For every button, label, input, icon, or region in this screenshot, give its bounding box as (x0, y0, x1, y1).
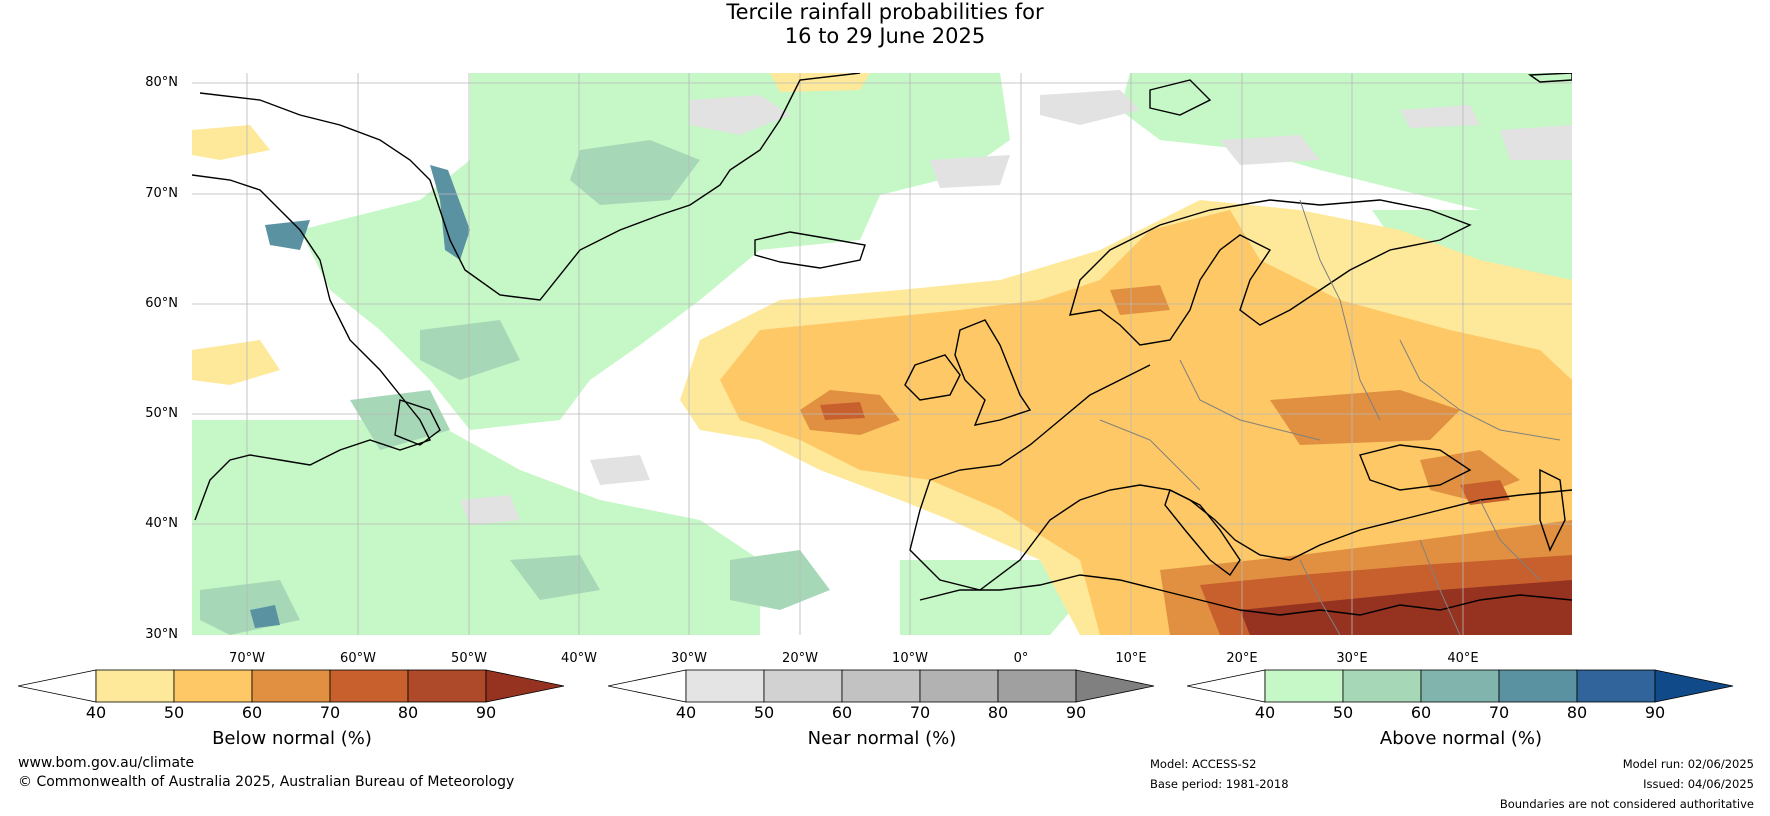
colorbar-above-normal-segment (1342, 669, 1422, 703)
colorbar-below-normal-segment (407, 669, 487, 703)
scandinavia-coast (1069, 199, 1472, 346)
colorbar-title-below-normal: Below normal (%) (212, 728, 372, 749)
colorbar-above-normal-segment (1576, 669, 1656, 703)
lon-label-30w: 30°W (671, 651, 707, 666)
black-sea-coast (1359, 444, 1472, 491)
north-africa-coast (919, 574, 1572, 616)
below-normal-80-regions (1240, 580, 1572, 635)
colorbar-below-normal-tick: 60 (241, 703, 263, 722)
colorbar-below-normal-upper-extension (485, 669, 565, 703)
colorbar-below-normal-tick: 40 (85, 703, 107, 722)
colorbar-near-normal-tick: 90 (1065, 703, 1087, 722)
footer-disclaimer: Boundaries are not considered authoritat… (1499, 797, 1754, 811)
title-line-1: Tercile rainfall probabilities for (726, 0, 1044, 24)
colorbar-near-normal-segment (919, 669, 999, 703)
lon-label-0: 0° (1013, 651, 1029, 666)
colorbar-above-normal (1187, 669, 1734, 703)
coastlines (192, 73, 1572, 616)
footer-model: Model: ACCESS-S2 (1150, 757, 1257, 771)
lon-label-30e: 30°E (1336, 651, 1368, 666)
lon-label-10e: 10°E (1115, 651, 1147, 666)
colorbar-above-normal-lower-extension (1187, 669, 1266, 703)
colorbar-below-normal-tick: 90 (475, 703, 497, 722)
lon-label-70w: 70°W (229, 651, 265, 666)
colorbar-near-normal-tick: 60 (831, 703, 853, 722)
country-borders (1099, 199, 1561, 635)
iceland-coast (754, 231, 866, 269)
colorbar-below-normal (18, 669, 565, 703)
colorbar-below-normal-segment (251, 669, 331, 703)
colorbar-above-normal-segment (1264, 669, 1344, 703)
colorbar-near-normal-tick: 80 (987, 703, 1009, 722)
colorbar-above-normal-tick: 90 (1644, 703, 1666, 722)
colorbar-near-normal (608, 669, 1155, 703)
lat-label-50n: 50°N (145, 406, 178, 421)
lon-label-40e: 40°E (1447, 651, 1479, 666)
colorbar-near-normal-segment (841, 669, 921, 703)
colorbar-above-normal-segment (1420, 669, 1500, 703)
greenland-coast (199, 73, 861, 301)
lat-label-30n: 30°N (145, 627, 178, 642)
newfoundland-coast (394, 399, 441, 446)
colorbar-near-normal-segment (685, 669, 765, 703)
lat-label-60n: 60°N (145, 296, 178, 311)
footer-base-period: Base period: 1981-2018 (1150, 777, 1289, 791)
colorbar-above-normal-upper-extension (1654, 669, 1734, 703)
colorbar-below-normal-tick: 80 (397, 703, 419, 722)
caspian-coast (1539, 468, 1566, 552)
colorbar-above-normal-tick: 50 (1332, 703, 1354, 722)
colorbar-below-normal-tick: 50 (163, 703, 185, 722)
lon-label-20e: 20°E (1226, 651, 1258, 666)
gridlines (192, 73, 1572, 635)
below-normal-50-regions (720, 210, 1572, 635)
colorbar-near-normal-tick: 50 (753, 703, 775, 722)
lat-label-80n: 80°N (145, 75, 178, 90)
colorbar-near-normal-upper-extension (1075, 669, 1155, 703)
colorbar-below-normal-segment (329, 669, 409, 703)
colorbar-below-normal-lower-extension (18, 669, 97, 703)
colorbar-above-normal-tick: 40 (1254, 703, 1276, 722)
colorbar-below-normal-tick: 70 (319, 703, 341, 722)
colorbar-above-normal-tick: 70 (1488, 703, 1510, 722)
colorbar-above-normal-tick: 60 (1410, 703, 1432, 722)
footer-copyright: © Commonwealth of Australia 2025, Austra… (18, 774, 515, 790)
colorbar-near-normal-tick: 40 (675, 703, 697, 722)
lon-label-40w: 40°W (561, 651, 597, 666)
lat-label-70n: 70°N (145, 186, 178, 201)
novaya-zemlya-coast (1527, 73, 1572, 83)
footer-model-run: Model run: 02/06/2025 (1622, 757, 1754, 771)
colorbar-title-near-normal: Near normal (%) (807, 728, 957, 749)
europe-coast (909, 364, 1572, 591)
footer-website: www.bom.gov.au/climate (18, 755, 195, 771)
colorbar-below-normal-segment (95, 669, 175, 703)
lon-label-20w: 20°W (782, 651, 818, 666)
lon-label-50w: 50°W (451, 651, 487, 666)
svalbard-coast (1149, 79, 1212, 116)
colorbar-near-normal-segment (997, 669, 1077, 703)
map-title: Tercile rainfall probabilities for 16 to… (0, 0, 1770, 48)
colorbar-above-normal-tick: 80 (1566, 703, 1588, 722)
great-britain-coast (954, 319, 1032, 426)
italy-coast (1164, 489, 1241, 577)
title-line-2: 16 to 29 June 2025 (784, 24, 986, 48)
ireland-coast (904, 354, 961, 401)
canada-coast (192, 174, 431, 521)
colorbar-near-normal-segment (763, 669, 843, 703)
colorbar-below-normal-segment (173, 669, 253, 703)
lat-label-40n: 40°N (145, 516, 178, 531)
above-normal-70-regions (250, 165, 470, 628)
colorbar-title-above-normal: Above normal (%) (1379, 728, 1543, 749)
colorbar-near-normal-tick: 70 (909, 703, 931, 722)
colorbar-near-normal-lower-extension (608, 669, 687, 703)
footer-issued: Issued: 04/06/2025 (1643, 777, 1754, 791)
lon-label-60w: 60°W (340, 651, 376, 666)
lon-label-10w: 10°W (892, 651, 928, 666)
colorbar-above-normal-segment (1498, 669, 1578, 703)
above-normal-50-regions (200, 140, 830, 635)
